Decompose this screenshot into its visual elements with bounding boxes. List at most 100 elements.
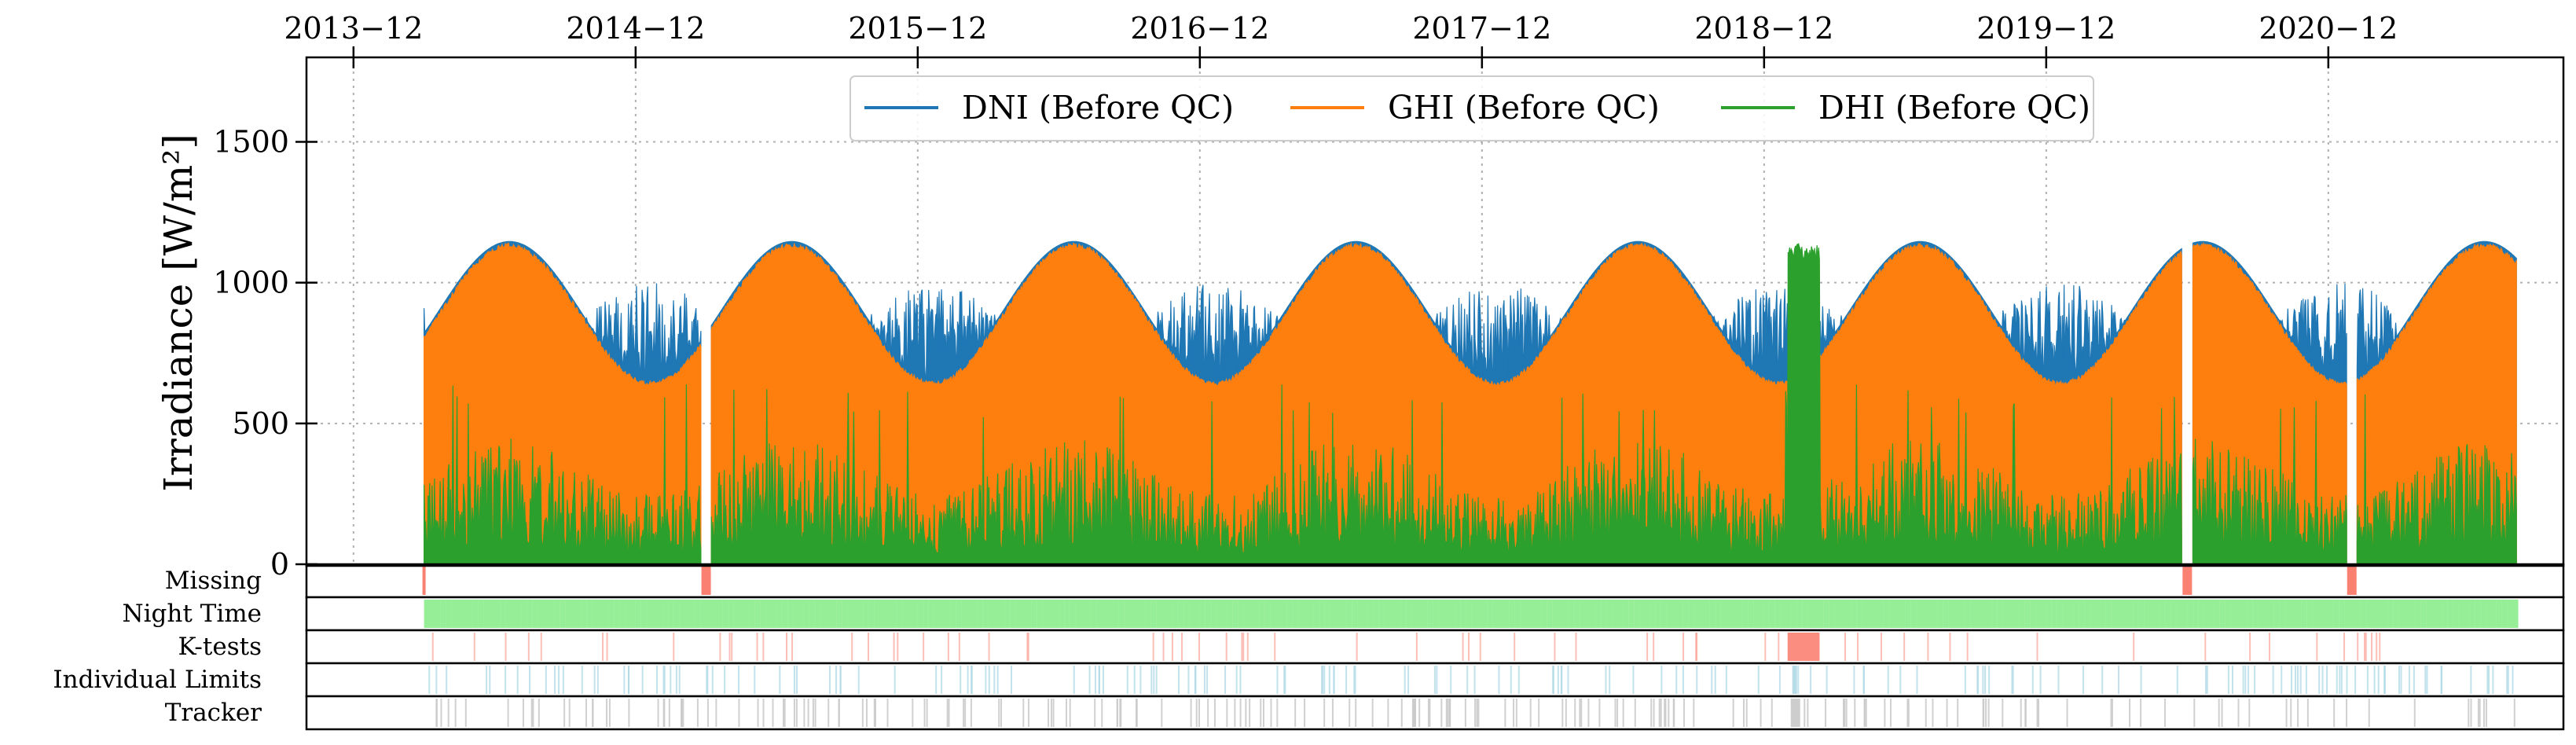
qc-flag-mark bbox=[847, 600, 853, 628]
qc-flag-mark bbox=[2051, 600, 2057, 628]
qc-flag-mark bbox=[1889, 699, 1892, 727]
qc-flag-mark bbox=[429, 600, 435, 628]
qc-flag-mark bbox=[912, 600, 918, 628]
qc-flag-mark bbox=[1561, 666, 1563, 694]
qc-flag-mark bbox=[1181, 633, 1183, 661]
qc-flag-mark bbox=[787, 600, 794, 628]
qc-flag-mark bbox=[1183, 600, 1190, 628]
qc-flag-mark bbox=[1037, 600, 1043, 628]
qc-flag-mark bbox=[1757, 666, 1760, 694]
qc-flag-mark bbox=[2214, 600, 2220, 628]
qc-flag-mark bbox=[1031, 600, 1037, 628]
qc-strip bbox=[305, 563, 2565, 599]
qc-flag-mark bbox=[1498, 666, 1500, 694]
qc-flag-mark bbox=[2470, 699, 2472, 727]
qc-flag-mark bbox=[1844, 699, 1846, 727]
qc-flag-mark bbox=[2475, 600, 2481, 628]
qc-flag-mark bbox=[1988, 666, 1991, 694]
qc-flag-mark bbox=[1464, 699, 1466, 727]
qc-flag-mark bbox=[724, 666, 726, 694]
qc-flag-mark bbox=[1617, 600, 1624, 628]
qc-flag-mark bbox=[1243, 600, 1249, 628]
qc-flag-mark bbox=[575, 600, 582, 628]
qc-flag-mark bbox=[2485, 699, 2487, 727]
qc-flag-mark bbox=[2458, 600, 2464, 628]
qc-flag-mark bbox=[1481, 600, 1488, 628]
qc-flag-mark bbox=[2038, 699, 2040, 727]
qc-flag-mark bbox=[852, 600, 858, 628]
qc-flag-mark bbox=[2383, 666, 2386, 694]
qc-flag-mark bbox=[1580, 699, 1583, 727]
qc-flag-mark bbox=[2488, 666, 2490, 694]
qc-flag-mark bbox=[793, 600, 799, 628]
qc-flag-mark bbox=[711, 600, 717, 628]
plot-frame bbox=[305, 56, 2565, 567]
qc-flag-mark bbox=[2413, 666, 2415, 694]
qc-flag-mark bbox=[696, 699, 699, 727]
qc-flag-mark bbox=[2084, 600, 2090, 628]
qc-flag-mark bbox=[2387, 600, 2394, 628]
qc-flag-mark bbox=[507, 699, 509, 727]
qc-flag-mark bbox=[868, 600, 875, 628]
dhi-series bbox=[424, 384, 702, 565]
qc-flag-mark bbox=[1270, 600, 1276, 628]
qc-flag-mark bbox=[1308, 600, 1314, 628]
qc-flag-mark bbox=[1792, 666, 1797, 694]
qc-flag-mark bbox=[1414, 699, 1416, 727]
qc-flag-mark bbox=[1283, 666, 1286, 694]
qc-flag-mark bbox=[996, 666, 999, 694]
qc-flag-mark bbox=[1826, 666, 1828, 694]
qc-flag-mark bbox=[1664, 699, 1666, 727]
qc-flag-mark bbox=[540, 633, 542, 661]
qc-flag-mark bbox=[2398, 600, 2405, 628]
qc-flag-mark bbox=[656, 666, 659, 694]
qc-flag-mark bbox=[1668, 699, 1670, 727]
qc-flag-mark bbox=[1415, 633, 1418, 661]
qc-flag-mark bbox=[2480, 600, 2486, 628]
qc-flag-mark bbox=[1384, 600, 1390, 628]
qc-flag-mark bbox=[614, 600, 620, 628]
qc-flag-mark bbox=[563, 699, 566, 727]
qc-flag-mark bbox=[886, 699, 889, 727]
qc-flag-mark bbox=[695, 600, 701, 628]
qc-flag-mark bbox=[2496, 600, 2502, 628]
qc-flag-mark bbox=[701, 567, 711, 595]
qc-flag-mark bbox=[2237, 699, 2240, 727]
qc-flag-mark bbox=[1829, 600, 1835, 628]
qc-flag-mark bbox=[1492, 600, 1499, 628]
qc-flag-mark bbox=[1986, 600, 1992, 628]
qc-flag-mark bbox=[1653, 699, 1655, 727]
qc-flag-mark bbox=[1509, 600, 1515, 628]
qc-flag-mark bbox=[2218, 699, 2220, 727]
qc-flag-mark bbox=[1503, 600, 1510, 628]
qc-flag-mark bbox=[1328, 666, 1330, 694]
qc-flag-mark bbox=[1096, 600, 1103, 628]
qc-flag-mark bbox=[1943, 600, 1949, 628]
qc-flag-mark bbox=[2133, 633, 2135, 661]
qc-flag-mark bbox=[640, 600, 647, 628]
legend-entry: DNI (Before QC) bbox=[962, 89, 1234, 127]
qc-flag-mark bbox=[527, 633, 530, 661]
qc-flag-mark bbox=[1845, 699, 1848, 727]
qc-flag-mark bbox=[1069, 699, 1071, 727]
qc-flag-mark bbox=[2176, 600, 2182, 628]
qc-flag-mark bbox=[706, 600, 712, 628]
qc-flag-mark bbox=[743, 600, 750, 628]
qc-flag-mark bbox=[960, 666, 962, 694]
qc-flag-mark bbox=[2482, 699, 2485, 727]
qc-flag-mark bbox=[935, 666, 938, 694]
qc-flag-mark bbox=[1126, 666, 1128, 694]
qc-flag-mark bbox=[2040, 600, 2046, 628]
qc-flag-mark bbox=[1970, 600, 1976, 628]
qc-flag-mark bbox=[1253, 600, 1260, 628]
x-tick-label: 2013−12 bbox=[284, 11, 423, 46]
qc-flag-mark bbox=[2100, 600, 2106, 628]
qc-flag-mark bbox=[964, 699, 967, 727]
qc-flag-mark bbox=[1075, 600, 1081, 628]
qc-flag-mark bbox=[668, 600, 674, 628]
qc-flag-mark bbox=[890, 600, 897, 628]
qc-flag-mark bbox=[803, 600, 809, 628]
x-tick-label: 2016−12 bbox=[1130, 11, 1269, 46]
qc-flag-mark bbox=[673, 633, 675, 661]
qc-flag-mark bbox=[1162, 633, 1165, 661]
